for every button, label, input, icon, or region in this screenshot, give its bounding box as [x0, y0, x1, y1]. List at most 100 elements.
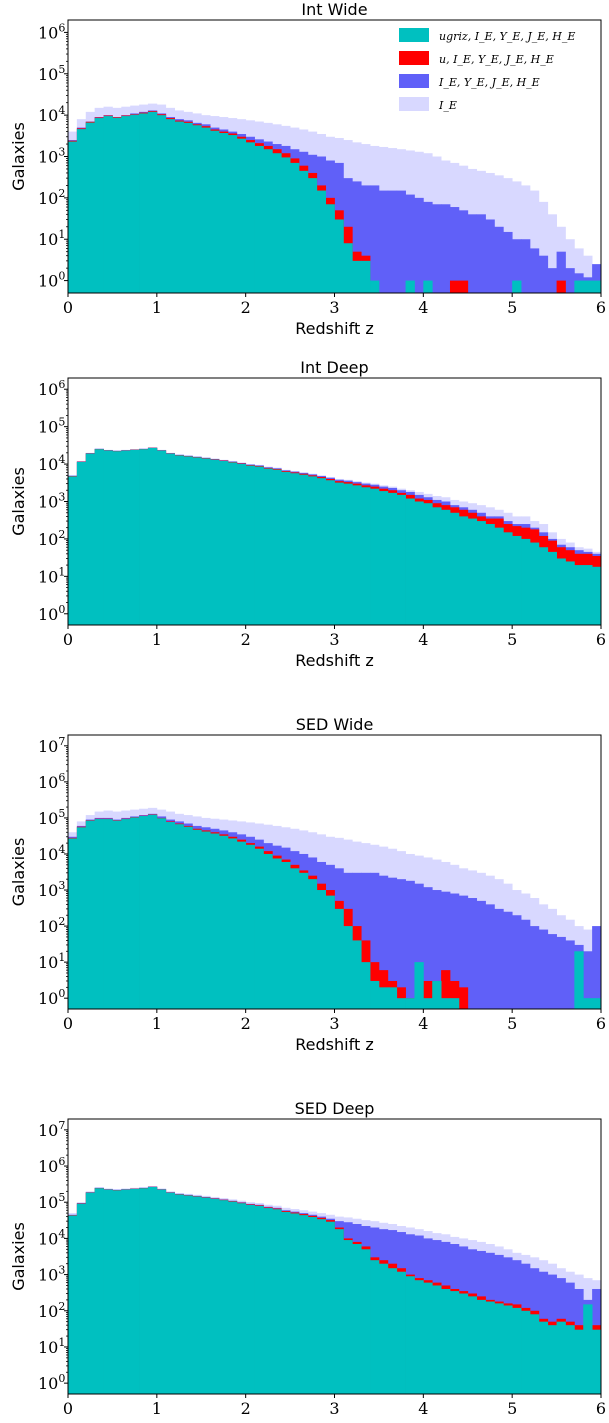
bar [414, 883, 424, 1009]
bar [458, 1293, 469, 1394]
x-tick-label: 0 [63, 1014, 73, 1033]
bar [476, 1299, 486, 1394]
bar [201, 127, 211, 293]
bar [387, 987, 398, 1009]
bar [201, 831, 211, 1009]
x-tick-label: 0 [63, 298, 73, 317]
x-axis-label: Redshift z [295, 1035, 373, 1054]
bar [94, 118, 104, 293]
bar [254, 145, 264, 293]
bar [547, 551, 557, 625]
y-tick-label: 101 [38, 1336, 65, 1357]
bar [94, 449, 104, 625]
chart-panel-4: 0 1 2 3 4 5 6 100 101 102 103 104 105 106 107 SED Deep R… [9, 1099, 606, 1423]
bar [68, 141, 78, 293]
bar [521, 185, 531, 293]
bar [130, 817, 140, 1009]
bar [512, 280, 522, 293]
bar [476, 521, 486, 625]
legend-swatch [399, 51, 429, 65]
bar [396, 879, 406, 1009]
bar [236, 841, 247, 1009]
bar [316, 1219, 327, 1394]
bar [485, 904, 495, 1009]
x-tick-label: 6 [596, 630, 606, 649]
bar [583, 998, 593, 1009]
legend-swatch [399, 74, 429, 88]
bar [112, 451, 122, 625]
bar [361, 185, 371, 293]
bar [538, 929, 549, 1009]
bar [432, 890, 442, 1009]
legend-swatch [399, 97, 429, 111]
x-tick-label: 1 [152, 630, 162, 649]
x-tick-label: 3 [329, 1399, 339, 1418]
bar [521, 538, 531, 625]
x-tick-label: 5 [507, 298, 517, 317]
x-tick-label: 0 [63, 630, 73, 649]
bar [503, 532, 513, 625]
bar [210, 1198, 220, 1394]
bar [556, 558, 566, 625]
bar [156, 1189, 167, 1394]
legend-swatch [399, 28, 429, 42]
legend-label: I_E, Y_E, J_E, H_E [438, 76, 540, 89]
bar [210, 459, 220, 625]
x-tick-label: 1 [152, 1014, 162, 1033]
bar [529, 190, 540, 293]
bar [370, 185, 380, 293]
bar [485, 524, 495, 625]
bar [316, 190, 327, 293]
bar [254, 848, 264, 1009]
bar [538, 201, 549, 293]
bar [396, 494, 406, 625]
bar [521, 239, 531, 293]
series-4 [68, 814, 601, 1009]
bar [370, 872, 380, 1009]
bar [290, 473, 300, 625]
y-tick-label: 104 [38, 453, 65, 474]
bar [512, 915, 522, 1009]
bar [165, 1192, 175, 1394]
bar [361, 260, 371, 293]
bar [290, 868, 300, 1009]
bar [405, 194, 415, 293]
bar [130, 114, 140, 293]
bar [94, 819, 104, 1009]
legend-label: ugriz, I_E, Y_E, J_E, H_E [439, 30, 575, 43]
bar [405, 280, 415, 293]
bar [387, 492, 398, 625]
bar [592, 1329, 601, 1394]
bar [147, 447, 158, 625]
bar [192, 457, 202, 625]
bar [121, 819, 131, 1009]
bar [210, 130, 220, 293]
bar [565, 268, 575, 293]
bar [219, 1200, 229, 1394]
y-tick-label: 106 [38, 1155, 65, 1176]
x-tick-label: 3 [329, 630, 339, 649]
bar [130, 1188, 140, 1394]
bar [458, 987, 469, 1009]
bar [583, 565, 593, 625]
bar [467, 1296, 478, 1394]
bar [192, 829, 202, 1009]
x-tick-label: 2 [241, 630, 251, 649]
bar [174, 121, 184, 293]
y-tick-label: 102 [38, 915, 65, 936]
y-tick-label: 103 [38, 491, 65, 512]
bar [298, 474, 309, 625]
x-tick-label: 5 [507, 630, 517, 649]
y-tick-label: 103 [38, 1264, 65, 1285]
bar [512, 1307, 522, 1394]
bar [529, 542, 540, 625]
bar [343, 926, 353, 1009]
bar [432, 1285, 442, 1394]
x-tick-label: 0 [63, 1399, 73, 1418]
bar [352, 260, 362, 293]
bar [103, 819, 113, 1009]
bar [227, 1201, 238, 1394]
bar [156, 450, 167, 625]
y-tick-label: 102 [38, 1300, 65, 1321]
bar [165, 453, 175, 625]
